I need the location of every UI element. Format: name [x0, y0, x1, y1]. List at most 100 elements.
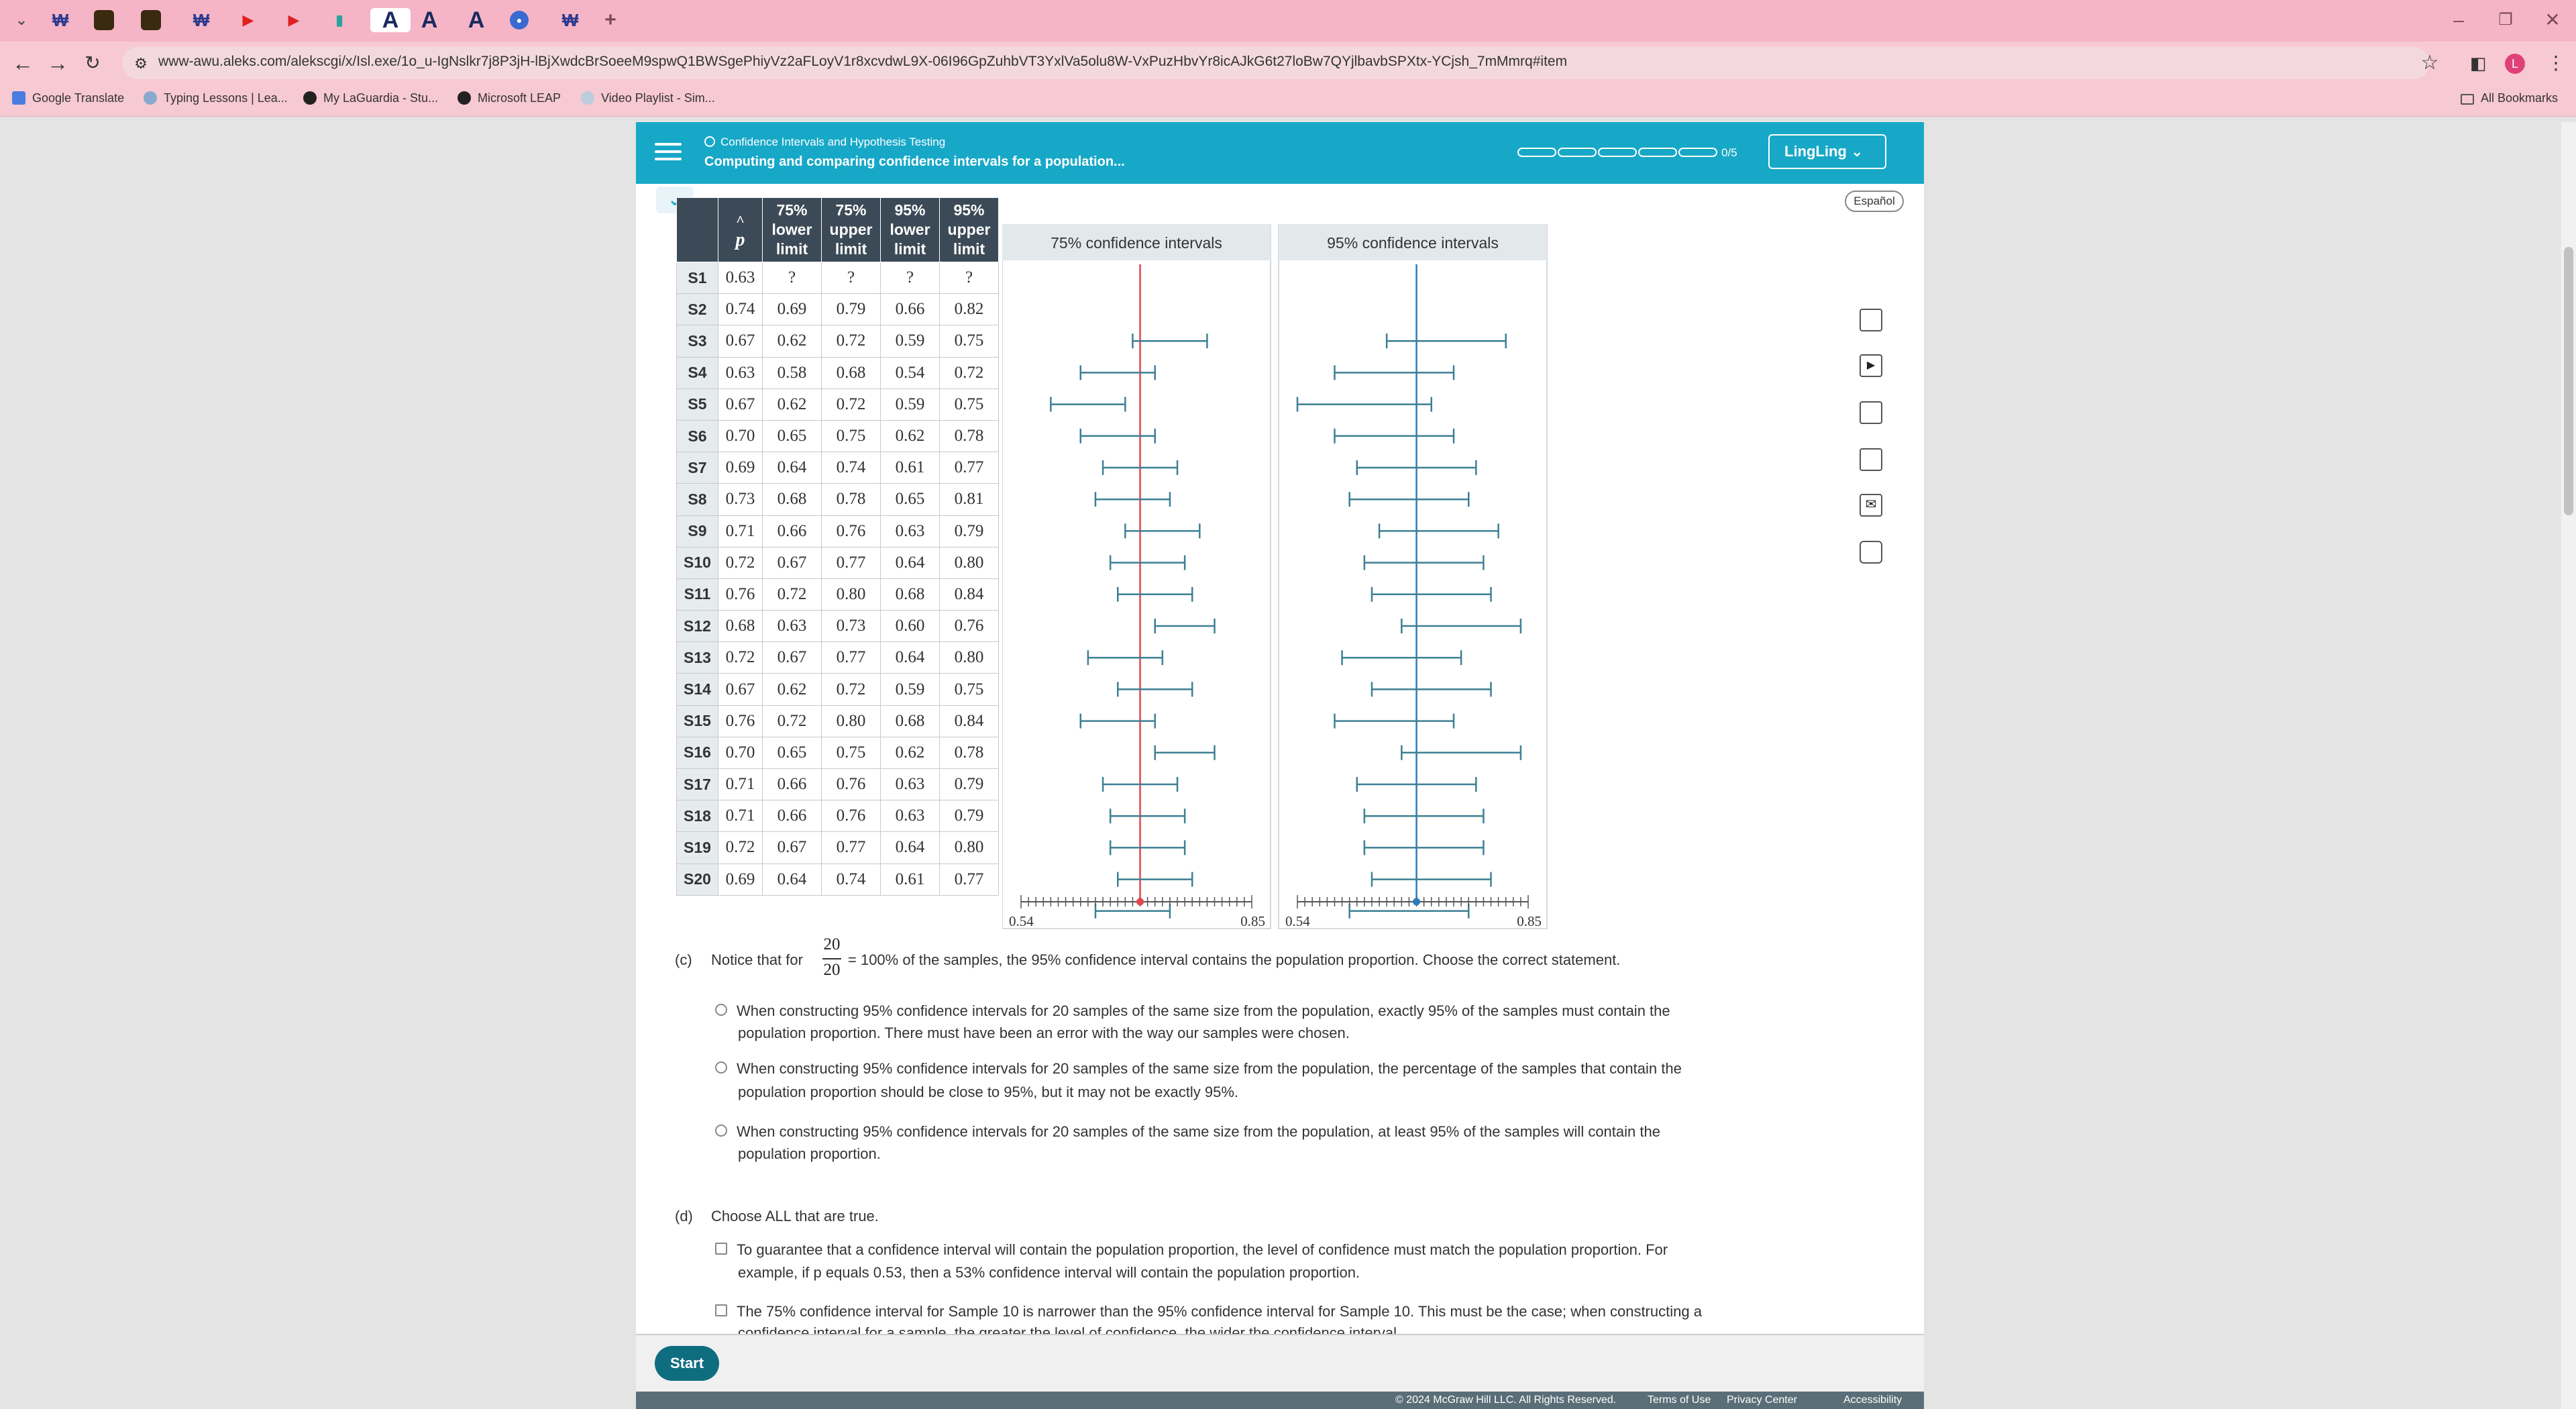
url-text[interactable]: www-awu.aleks.com/alekscgi/x/Isl.exe/1o_…: [158, 54, 1568, 69]
option-c1-line2[interactable]: population proportion. There must have b…: [738, 1025, 1350, 1041]
table-row: S14 0.67 0.62 0.72 0.59 0.75: [676, 673, 999, 706]
reload-icon[interactable]: ↻: [85, 52, 101, 73]
table-cell: 0.62: [880, 736, 940, 770]
restore-icon[interactable]: ❐: [2498, 11, 2513, 29]
youtube-icon[interactable]: ▶: [242, 11, 254, 28]
option-c1-line1[interactable]: When constructing 95% confidence interva…: [737, 1002, 1670, 1019]
table-cell: 0.71: [718, 800, 763, 833]
option-d2-line2[interactable]: confidence interval for a sample, the gr…: [738, 1324, 1401, 1334]
scrollbar-thumb[interactable]: [2564, 247, 2573, 515]
table-cell: 0.61: [880, 452, 940, 484]
option-c2-line1[interactable]: When constructing 95% confidence interva…: [737, 1060, 1682, 1077]
table-cell: 0.71: [718, 515, 763, 547]
radio-option-c1[interactable]: [715, 1004, 727, 1016]
calculator-icon[interactable]: [1860, 309, 1882, 331]
table-cell: 0.66: [762, 800, 822, 833]
bookmark-star-icon[interactable]: ☆: [2420, 52, 2439, 74]
table-row: S18 0.71 0.66 0.76 0.63 0.79: [676, 800, 999, 833]
active-tab[interactable]: A: [370, 7, 411, 33]
axis-min-label: 0.54: [1009, 913, 1034, 929]
back-icon[interactable]: ←: [12, 51, 34, 75]
tab-favicon[interactable]: ₩: [561, 9, 579, 30]
tab-favicon[interactable]: A: [468, 7, 485, 33]
all-bookmarks[interactable]: All Bookmarks: [2461, 91, 2558, 105]
option-d2-line1[interactable]: The 75% confidence interval for Sample 1…: [737, 1303, 1702, 1320]
sample-label: S16: [676, 736, 718, 770]
typing-icon: [144, 91, 157, 105]
radio-option-c2[interactable]: [715, 1061, 727, 1074]
bookmark-video-playlist[interactable]: Video Playlist - Sim...: [581, 91, 715, 105]
accessibility-link[interactable]: Accessibility: [1843, 1394, 1902, 1406]
table-cell: 0.59: [880, 325, 940, 358]
progress-bar: [1517, 148, 1719, 157]
table-cell: 0.58: [762, 356, 822, 389]
question-c-intro: Notice that for: [711, 951, 803, 968]
start-button[interactable]: Start: [655, 1346, 719, 1381]
forward-icon[interactable]: →: [47, 51, 68, 75]
bookmark-laguardia[interactable]: My LaGuardia - Stu...: [303, 91, 438, 105]
bookmark-typing-lessons[interactable]: Typing Lessons | Lea...: [144, 91, 288, 105]
table-cell: 0.72: [718, 831, 763, 864]
table-row: S13 0.72 0.67 0.77 0.64 0.80: [676, 641, 999, 674]
tab-favicon[interactable]: A: [421, 7, 438, 33]
table-row: S2 0.74 0.69 0.79 0.66 0.82: [676, 293, 999, 326]
option-d1-line1[interactable]: To guarantee that a confidence interval …: [737, 1241, 1668, 1258]
confidence-interval-table: ^ p 75% lower limit 75% upper limit 95% lower l…: [676, 197, 999, 896]
table-cell: 0.68: [880, 704, 940, 737]
table-cell: 0.76: [718, 704, 763, 737]
tab-favicon[interactable]: ▮: [335, 11, 344, 28]
chart-panel: [1278, 224, 1548, 929]
checkbox-option-d1[interactable]: [715, 1243, 727, 1255]
population-proportion-marker: [1413, 898, 1421, 906]
tab-favicon[interactable]: [141, 10, 161, 30]
new-tab-button[interactable]: +: [604, 9, 616, 31]
site-settings-icon[interactable]: ⚙: [134, 55, 148, 72]
table-row: S10 0.72 0.67 0.77 0.64 0.80: [676, 546, 999, 579]
tab-favicon[interactable]: ₩: [193, 9, 210, 30]
tab-favicon[interactable]: ●: [510, 11, 529, 30]
table-cell: 0.82: [939, 293, 999, 326]
table-row: S4 0.63 0.58 0.68 0.54 0.72: [676, 356, 999, 389]
table-row: S12 0.68 0.63 0.73 0.60 0.76: [676, 610, 999, 643]
sample-label: S11: [676, 578, 718, 611]
tab-search-icon[interactable]: ⌄: [15, 11, 28, 28]
table-cell: 0.62: [880, 419, 940, 453]
option-d1-line2[interactable]: example, if p equals 0.53, then a 53% co…: [738, 1264, 1360, 1281]
option-c2-line2[interactable]: population proportion should be close to…: [738, 1084, 1239, 1100]
terms-link[interactable]: Terms of Use: [1648, 1394, 1711, 1406]
textbook-icon[interactable]: [1860, 448, 1882, 471]
data-table-icon[interactable]: [1860, 401, 1882, 424]
hamburger-menu-icon[interactable]: [655, 138, 682, 166]
bookmark-google-translate[interactable]: Google Translate: [12, 91, 124, 105]
espanol-button[interactable]: Español: [1845, 191, 1904, 212]
bookmark-microsoft-leap[interactable]: Microsoft LEAP: [458, 91, 561, 105]
user-menu-button[interactable]: LingLing ⌄: [1768, 134, 1886, 169]
table-cell: 0.54: [880, 356, 940, 389]
print-icon[interactable]: [1860, 541, 1882, 564]
minimize-icon[interactable]: –: [2453, 9, 2464, 30]
youtube-icon[interactable]: ▶: [288, 11, 300, 28]
table-cell: 0.62: [762, 325, 822, 358]
translate-icon: [12, 91, 25, 105]
table-cell: 0.67: [718, 673, 763, 706]
option-c3-line2[interactable]: population proportion.: [738, 1145, 881, 1162]
tab-favicon[interactable]: ₩: [52, 9, 69, 30]
table-cell: 0.75: [821, 736, 881, 770]
profile-avatar[interactable]: L: [2505, 54, 2525, 74]
option-c3-line1[interactable]: When constructing 95% confidence interva…: [737, 1123, 1660, 1140]
table-cell: 0.79: [939, 515, 999, 547]
address-bar[interactable]: [122, 47, 2430, 79]
table-cell: 0.81: [939, 483, 999, 516]
tab-favicon[interactable]: [94, 10, 114, 30]
more-menu-icon[interactable]: ⋮: [2546, 52, 2565, 73]
close-icon[interactable]: ✕: [2544, 9, 2561, 30]
radio-option-c3[interactable]: [715, 1125, 727, 1137]
mail-icon[interactable]: ✉: [1860, 494, 1882, 517]
privacy-link[interactable]: Privacy Center: [1727, 1394, 1797, 1406]
table-cell: 0.72: [821, 673, 881, 706]
table-cell: 0.68: [718, 610, 763, 643]
video-icon[interactable]: ▶: [1860, 354, 1882, 377]
checkbox-option-d2[interactable]: [715, 1304, 727, 1316]
sidepanel-icon[interactable]: ◧: [2469, 53, 2487, 73]
sample-label: S10: [676, 546, 718, 579]
